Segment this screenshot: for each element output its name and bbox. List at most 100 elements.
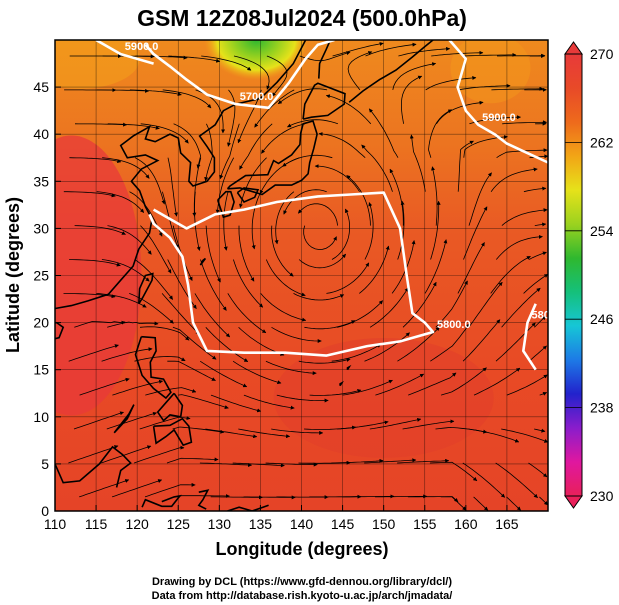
x-tick-label: 130	[208, 516, 232, 532]
streamline	[134, 356, 186, 362]
streamline	[139, 326, 190, 341]
coastline	[346, 364, 352, 371]
colorbar-label: 246	[590, 311, 614, 327]
streamline	[167, 157, 178, 217]
streamline	[495, 322, 536, 362]
chart-title: GSM 12Z08Jul2024 (500.0hPa)	[137, 5, 467, 31]
streamline	[204, 123, 213, 182]
streamline	[462, 319, 501, 362]
streamline	[397, 200, 405, 260]
streamline	[199, 462, 252, 468]
streamline	[277, 88, 328, 105]
contour-label: 5900.0	[125, 41, 159, 53]
streamline	[79, 479, 130, 498]
streamline	[298, 253, 347, 269]
streamline	[529, 251, 547, 260]
streamline	[462, 462, 506, 498]
streamline	[172, 426, 225, 434]
coastline	[156, 392, 184, 422]
streamline	[238, 225, 255, 282]
x-tick-label: 145	[331, 516, 355, 532]
streamline	[96, 293, 147, 308]
contour-line	[144, 40, 335, 110]
streamline	[463, 206, 488, 260]
y-tick-label: 10	[33, 409, 49, 425]
streamline	[506, 496, 521, 511]
streamline	[173, 123, 202, 169]
streamline	[457, 242, 485, 294]
streamline	[309, 389, 362, 396]
streamline	[430, 200, 441, 260]
streamline	[101, 445, 152, 464]
streamline	[318, 131, 366, 158]
streamline	[364, 202, 374, 260]
streamline	[239, 157, 267, 208]
streamline	[266, 55, 288, 97]
streamline	[102, 157, 150, 179]
streamline	[205, 225, 221, 283]
y-tick-label: 45	[33, 79, 49, 95]
streamline	[232, 360, 282, 385]
streamline	[227, 89, 236, 147]
streamline	[491, 86, 544, 91]
streamline	[96, 191, 145, 213]
streamline	[223, 191, 229, 251]
streamline	[283, 189, 327, 215]
streamline	[172, 326, 217, 360]
streamline	[468, 428, 520, 443]
streamline	[469, 115, 521, 125]
streamline	[199, 360, 248, 388]
streamline	[133, 445, 185, 464]
streamline	[458, 83, 511, 91]
streamline	[201, 55, 252, 71]
credit-line-1: Drawing by DCL (https://www.gfd-dennou.o…	[152, 576, 452, 588]
coastline	[55, 445, 132, 488]
streamline	[368, 108, 399, 158]
streamline	[361, 144, 393, 192]
x-tick-label: 165	[495, 516, 519, 532]
streamline	[440, 367, 487, 396]
streamline	[325, 94, 372, 125]
streamline	[332, 42, 384, 57]
streamline	[232, 462, 285, 468]
streamline	[274, 191, 295, 245]
streamline	[369, 287, 409, 328]
colorbar-label: 254	[590, 223, 614, 239]
streamline	[425, 75, 477, 91]
streamline	[205, 327, 249, 363]
streamline	[495, 462, 538, 498]
streamline	[389, 168, 404, 226]
streamline	[194, 293, 231, 338]
x-tick-label: 150	[372, 516, 396, 532]
streamline	[166, 457, 219, 464]
streamline	[69, 259, 121, 267]
streamline	[495, 234, 543, 260]
height-contours: 5700.0 5800.0 5800.0 5900.0 5900.0	[95, 40, 548, 371]
streamline	[336, 420, 389, 430]
streamline	[523, 186, 547, 193]
streamline	[431, 166, 438, 226]
contour-line	[148, 191, 435, 357]
streamline	[271, 428, 324, 435]
coastline	[141, 494, 182, 508]
colorbar-top-arrow	[564, 41, 583, 55]
coastline	[339, 380, 344, 387]
streamline	[369, 417, 422, 430]
streamline	[261, 123, 306, 154]
streamlines	[63, 42, 548, 511]
x-tick-label: 155	[413, 516, 437, 532]
streamline	[106, 411, 157, 430]
streamline	[161, 293, 200, 335]
streamline	[299, 51, 351, 62]
streamline	[134, 259, 174, 300]
streamline	[135, 55, 188, 60]
streamline	[364, 458, 417, 464]
contour-label: 5800.0	[437, 319, 471, 331]
streamline	[260, 293, 307, 322]
streamline	[265, 360, 317, 376]
streamline	[457, 140, 474, 192]
streamline	[502, 120, 547, 125]
x-axis-label: Longitude (degrees)	[215, 539, 388, 559]
streamline	[111, 479, 163, 498]
streamline	[287, 119, 339, 128]
